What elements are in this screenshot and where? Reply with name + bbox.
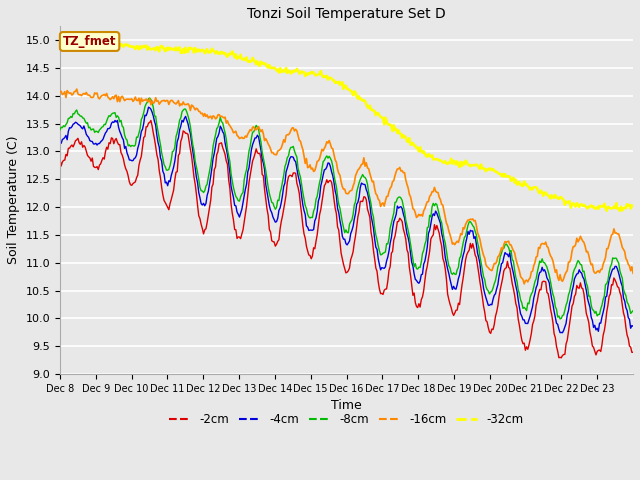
Y-axis label: Soil Temperature (C): Soil Temperature (C) bbox=[7, 136, 20, 264]
X-axis label: Time: Time bbox=[331, 399, 362, 412]
Title: Tonzi Soil Temperature Set D: Tonzi Soil Temperature Set D bbox=[247, 7, 446, 21]
Text: TZ_fmet: TZ_fmet bbox=[63, 35, 116, 48]
Legend: -2cm, -4cm, -8cm, -16cm, -32cm: -2cm, -4cm, -8cm, -16cm, -32cm bbox=[164, 408, 529, 431]
